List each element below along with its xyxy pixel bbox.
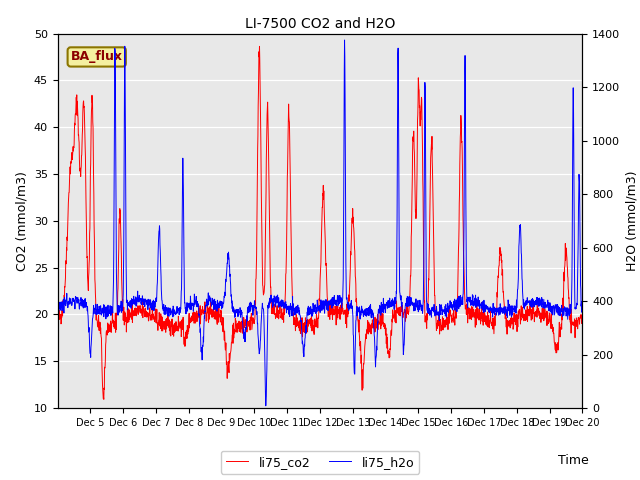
- li75_h2o: [340, 37, 348, 43]
- li75_h2o: [54, 306, 61, 312]
- li75_co2: [255, 44, 263, 49]
- li75_h2o: [81, 303, 88, 309]
- li75_h2o: [309, 300, 317, 306]
- Y-axis label: CO2 (mmol/m3): CO2 (mmol/m3): [15, 171, 28, 271]
- li75_co2: [100, 396, 108, 402]
- li75_co2: [310, 323, 317, 328]
- li75_co2: [579, 320, 586, 325]
- li75_co2: [296, 328, 303, 334]
- Y-axis label: H2O (mmol/m3): H2O (mmol/m3): [626, 170, 639, 271]
- li75_co2: [467, 317, 475, 323]
- Legend: li75_co2, li75_h2o: li75_co2, li75_h2o: [221, 451, 419, 474]
- Text: BA_flux: BA_flux: [70, 50, 123, 63]
- li75_co2: [564, 274, 572, 279]
- li75_h2o: [564, 311, 572, 316]
- li75_h2o: [262, 403, 269, 408]
- li75_co2: [564, 265, 572, 271]
- Title: LI-7500 CO2 and H2O: LI-7500 CO2 and H2O: [245, 17, 395, 31]
- li75_co2: [54, 314, 61, 320]
- Line: li75_co2: li75_co2: [58, 47, 582, 399]
- li75_h2o: [579, 302, 586, 308]
- li75_h2o: [564, 316, 572, 322]
- Text: Time: Time: [558, 454, 589, 467]
- li75_co2: [81, 110, 88, 116]
- li75_h2o: [467, 301, 475, 307]
- Line: li75_h2o: li75_h2o: [58, 40, 582, 406]
- li75_h2o: [295, 312, 303, 317]
